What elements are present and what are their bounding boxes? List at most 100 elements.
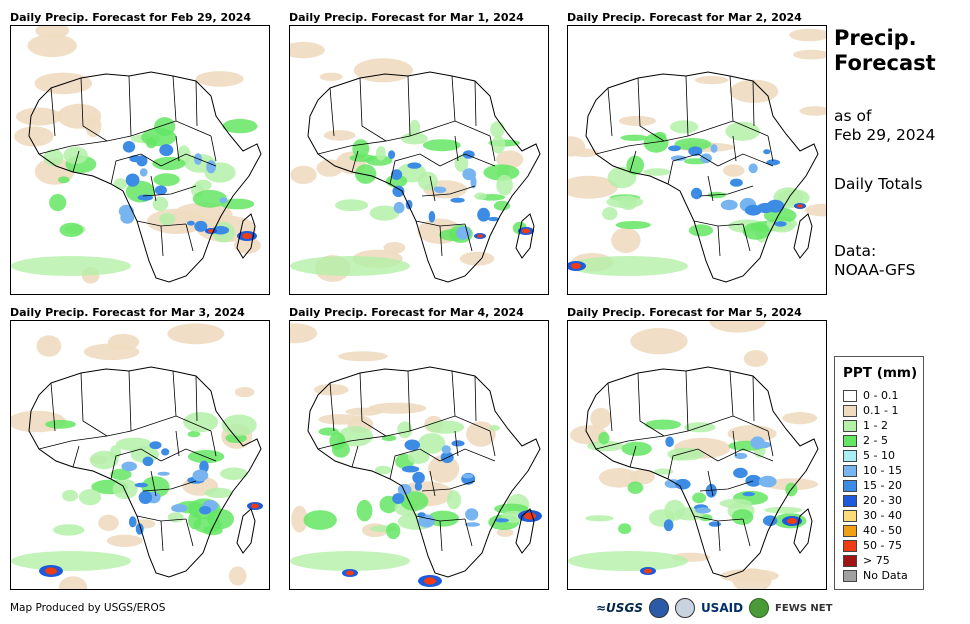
country-border	[464, 518, 473, 547]
legend-item: > 75	[843, 554, 890, 568]
country-border	[185, 518, 194, 547]
country-border	[210, 135, 217, 162]
light-rain-area	[764, 506, 803, 514]
country-border	[439, 520, 443, 552]
country-border	[185, 223, 194, 252]
country-border	[439, 153, 496, 167]
legend-label: 50 - 75	[863, 539, 902, 552]
light-rain-area	[474, 192, 487, 200]
legend: PPT (mm) 0 - 0.1 0.1 - 1 1 - 2 2 - 5 5 - 10 1…	[834, 356, 924, 590]
country-border	[607, 87, 613, 137]
logo-strip: ≈USGS USAID FEWS NET	[596, 598, 832, 618]
legend-item: 0.1 - 1	[843, 404, 898, 418]
moderate-rain-cell	[690, 187, 703, 200]
light-rain-area	[63, 146, 88, 164]
moderate-rain-cell	[488, 216, 499, 222]
moderate-rain-cell	[744, 204, 762, 216]
light-rain-area	[59, 222, 84, 238]
extreme-rain-cell	[797, 204, 803, 208]
extreme-rain-cell	[242, 233, 252, 239]
legend-swatch	[843, 570, 857, 582]
country-border	[407, 75, 411, 137]
moderate-rain-cell	[762, 515, 778, 526]
light-rain-area	[352, 139, 370, 158]
country-border	[329, 87, 335, 137]
dry-area	[345, 407, 383, 416]
legend-label: > 75	[863, 554, 890, 567]
legend-label: 10 - 15	[863, 464, 902, 477]
light-rain-area	[493, 200, 511, 211]
moderate-rain-cell	[138, 490, 153, 504]
light-rain-area	[618, 523, 632, 535]
moderate-rain-cell	[159, 144, 174, 157]
moderate-rain-cell	[745, 474, 762, 487]
dry-area	[466, 421, 496, 447]
moderate-rain-cell	[118, 204, 134, 218]
country-border	[359, 372, 387, 437]
legend-item: 2 - 5	[843, 434, 888, 448]
country-border	[732, 135, 737, 162]
africa-map	[290, 26, 548, 294]
legend-item: 15 - 20	[843, 479, 902, 493]
country-border	[667, 448, 719, 480]
country-border	[421, 185, 476, 197]
legend-swatch	[843, 510, 857, 522]
moderate-rain-cell	[388, 150, 396, 159]
light-rain-area	[53, 524, 85, 536]
africa-coastline	[307, 71, 541, 283]
light-rain-area	[674, 138, 712, 151]
moderate-rain-cell	[194, 220, 208, 232]
africa-map	[11, 321, 269, 589]
madagascar-outline	[793, 508, 813, 554]
legend-item: 40 - 50	[843, 524, 902, 538]
country-border	[72, 445, 80, 468]
moderate-rain-cell	[392, 493, 405, 504]
light-rain-area	[222, 118, 258, 134]
dry-area	[568, 175, 618, 199]
light-rain-area	[602, 207, 618, 221]
country-border	[429, 175, 436, 202]
light-rain-area	[692, 492, 706, 504]
panel-title: Daily Precip. Forecast for Feb 29, 2024	[10, 11, 252, 24]
light-rain-area	[496, 174, 513, 196]
dry-area	[58, 576, 88, 589]
dry-area	[568, 136, 586, 157]
moderate-rain-cell	[733, 467, 748, 479]
moderate-rain-cell	[149, 441, 162, 450]
country-border	[464, 223, 473, 252]
legend-swatch	[843, 390, 857, 402]
country-border	[451, 75, 456, 122]
light-rain-area	[58, 176, 70, 184]
country-border	[637, 372, 665, 437]
country-border	[72, 150, 80, 173]
country-border	[752, 375, 755, 422]
country-border	[454, 430, 459, 457]
moderate-rain-cell	[456, 226, 471, 240]
country-border	[629, 150, 637, 173]
country-border	[637, 77, 665, 142]
country-border	[439, 448, 496, 462]
light-rain-area	[397, 421, 413, 438]
moderate-rain-cell	[393, 201, 405, 214]
light-rain-area	[49, 194, 67, 212]
country-border	[742, 518, 751, 547]
light-rain-area	[356, 499, 373, 522]
africa-coastline	[585, 71, 819, 283]
africa-map	[11, 26, 269, 294]
light-rain-area	[221, 414, 257, 436]
madagascar-outline	[236, 213, 256, 259]
usaid-logo: USAID	[700, 601, 744, 615]
ocean-rain-band	[568, 256, 688, 276]
state-seal-icon	[674, 598, 695, 618]
country-border	[429, 470, 436, 497]
panel-title: Daily Precip. Forecast for Mar 1, 2024	[289, 11, 524, 24]
country-border	[142, 185, 197, 197]
ocean-rain-band	[11, 256, 131, 276]
country-border	[451, 370, 456, 417]
country-border	[38, 120, 212, 155]
light-rain-area	[355, 164, 377, 184]
light-rain-area	[620, 134, 648, 141]
light-rain-area	[731, 509, 754, 525]
extreme-rain-cell	[571, 263, 581, 269]
country-border	[195, 375, 198, 422]
